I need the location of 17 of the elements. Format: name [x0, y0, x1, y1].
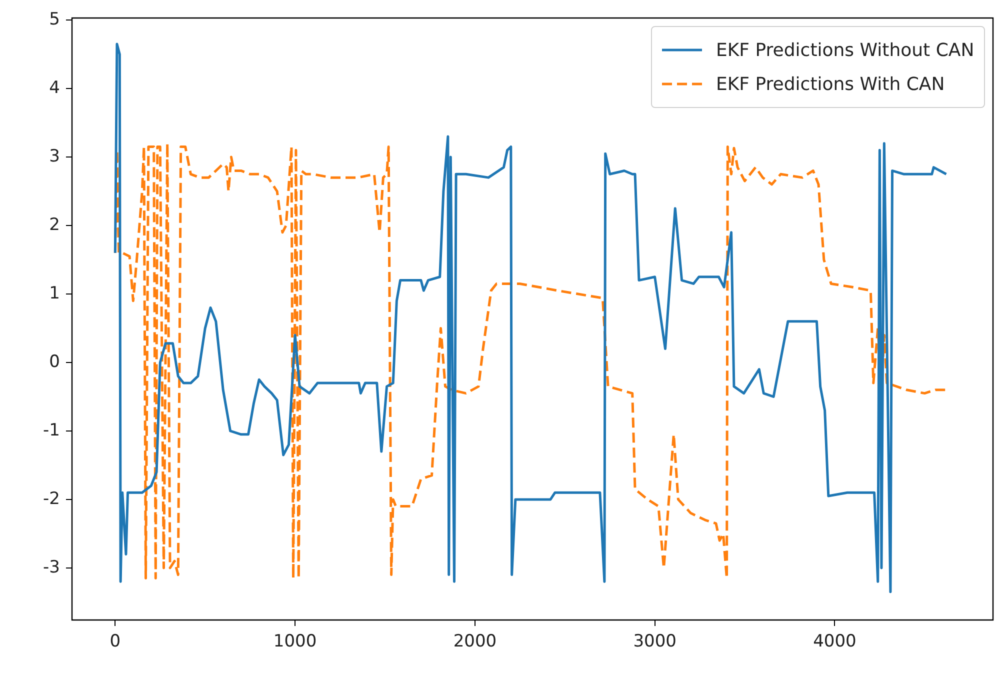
- legend-label: EKF Predictions With CAN: [716, 74, 945, 94]
- x-tick-label: 2000: [453, 632, 497, 652]
- y-tick-label: 1: [49, 283, 60, 304]
- legend-label: EKF Predictions Without CAN: [716, 40, 974, 60]
- x-tick-label: 4000: [813, 632, 856, 652]
- y-tick-label: -1: [43, 420, 60, 440]
- y-tick-label: 3: [49, 146, 60, 166]
- line-series: [114, 142, 948, 580]
- x-tick-label: 3000: [633, 632, 676, 652]
- x-tick-label: 0: [110, 632, 121, 652]
- y-tick-label: 5: [49, 9, 60, 30]
- y-tick-label: 0: [49, 352, 60, 372]
- y-tick-label: 2: [49, 214, 60, 235]
- y-tick-label: 4: [49, 78, 60, 98]
- y-tick-label: -3: [43, 557, 60, 578]
- y-tick-label: -2: [43, 488, 60, 509]
- x-tick-label: 1000: [273, 632, 317, 652]
